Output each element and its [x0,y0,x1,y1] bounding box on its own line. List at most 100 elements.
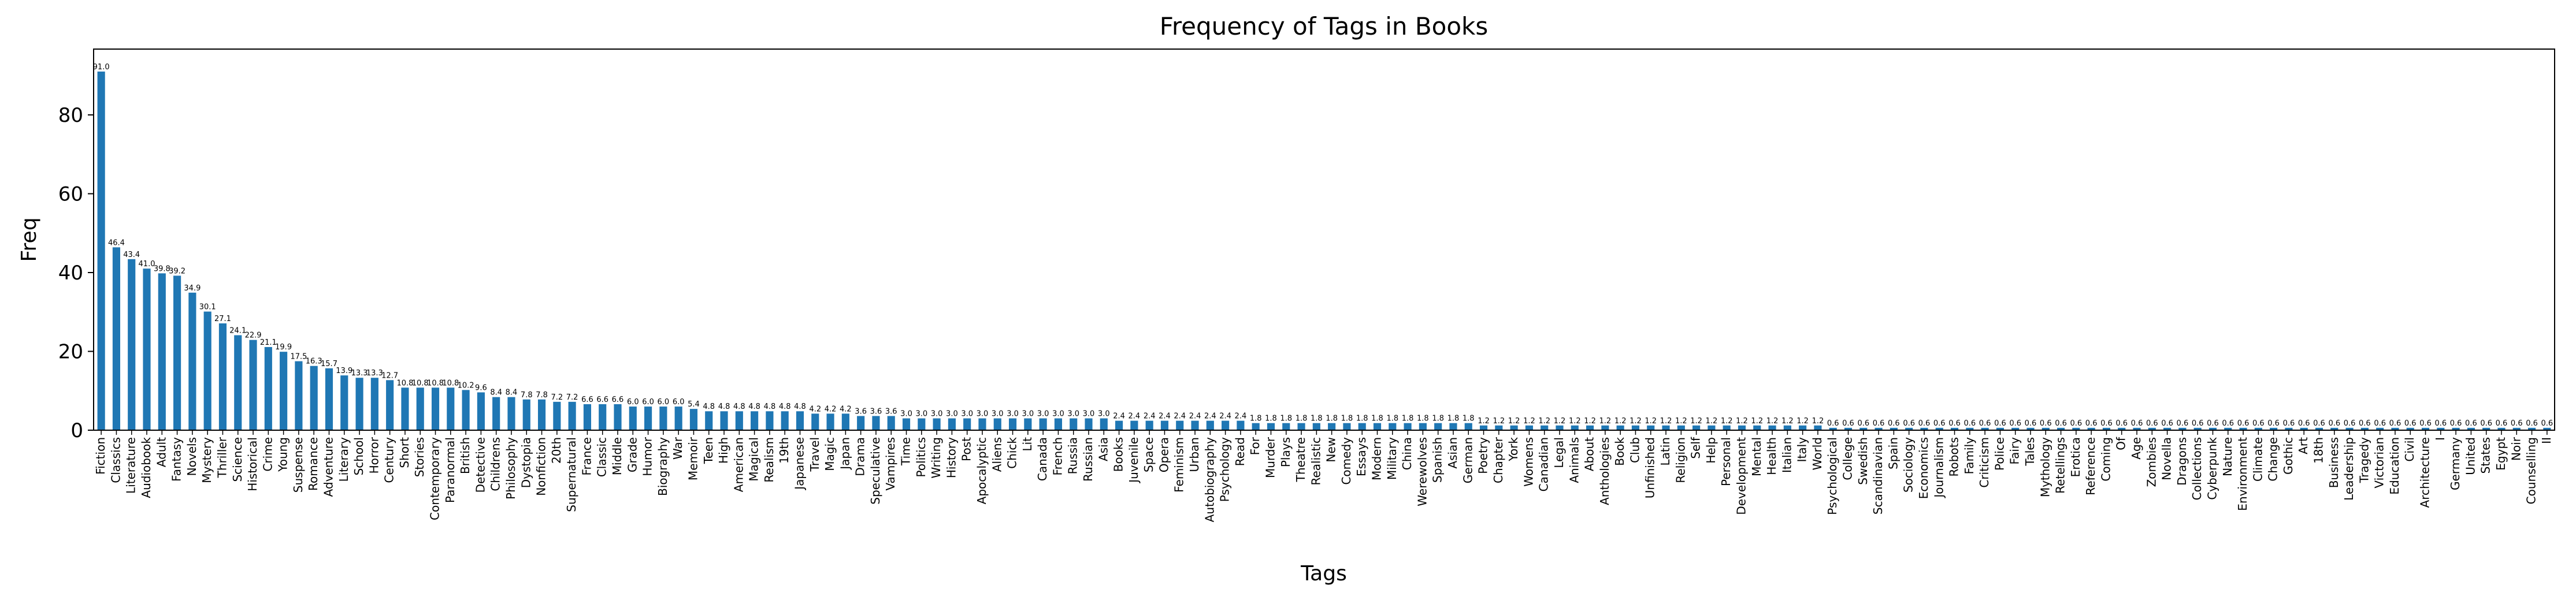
bar [2102,427,2111,430]
value-label: 3.0 [900,410,912,419]
value-label: 3.0 [1007,410,1019,419]
x-tick-label: About [1583,437,1597,471]
bar [1070,418,1078,430]
x-tick-label: Literary [337,437,351,482]
value-label: 0.6 [2434,419,2447,428]
bar [2224,427,2232,430]
value-label: 6.6 [596,396,608,404]
value-label: 1.2 [1584,417,1596,426]
bar [1222,420,1230,430]
bar [143,269,151,430]
x-tick-label: Teen [701,437,715,464]
bar [1935,427,1943,430]
x-tick-label: Russia [1066,437,1080,474]
value-label: 3.0 [1098,410,1110,419]
value-label: 3.0 [1022,410,1034,419]
x-tick-label: Magical [747,437,761,482]
value-label: 6.6 [612,396,624,404]
value-label: 1.2 [1523,417,1535,426]
value-label: 1.2 [1554,417,1566,426]
value-label: 0.6 [2344,419,2356,428]
bar [1510,425,1518,430]
x-tick-label: Mythology [2038,437,2052,497]
x-tick-label: Russian [1081,437,1095,482]
x-tick-label: Victorian [2373,437,2386,489]
value-label: 1.2 [1569,417,1581,426]
bar [2512,427,2521,430]
x-tick-label: Philosophy [504,437,518,499]
bar [735,411,743,430]
value-label: 1.8 [1296,415,1308,423]
value-label: 2.4 [1235,412,1247,421]
x-tick-label: Zombies [2144,437,2158,487]
value-label: 6.0 [627,398,639,407]
x-tick-label: Drama [853,437,867,476]
x-tick-label: Classics [109,437,123,483]
bar [1389,423,1397,430]
value-label: 0.6 [2313,419,2325,428]
bar [826,413,834,430]
bar [1950,427,1959,430]
x-tick-label: Suspense [291,437,305,493]
bar [568,401,576,430]
x-tick-label: Help [1704,437,1718,464]
value-label: 6.6 [581,396,593,404]
x-tick-label: 18th [2312,437,2326,464]
bar [462,390,470,430]
x-tick-label: War [671,437,685,460]
x-tick-label: Italian [1780,437,1794,473]
y-tick-label: 20 [58,340,83,363]
value-label: 1.8 [1402,415,1414,423]
bar [720,411,728,430]
bar [689,409,698,430]
value-label: 0.6 [2070,419,2083,428]
x-tick-label: Scandinavian [1871,437,1885,514]
bar [918,418,926,430]
value-label: 0.6 [2055,419,2067,428]
x-tick-label: Germany [2448,437,2462,490]
value-label: 4.8 [703,402,715,411]
bar [1631,425,1640,430]
bar [401,387,409,430]
x-tick-label: Realism [762,437,776,483]
x-tick-label: Journalism [1932,437,1946,499]
value-label: 7.2 [566,393,578,402]
value-label: 0.6 [1903,419,1915,428]
x-tick-label: Fairy [2008,437,2022,465]
x-tick-label: Japan [838,437,852,471]
value-label: 6.0 [673,398,685,407]
bar [1708,425,1716,430]
bar [1875,427,1883,430]
value-label: 13.9 [336,367,352,375]
bar [553,401,561,430]
x-tick-label: Civil [2403,437,2417,461]
x-tick-label: Horror [367,437,381,473]
x-tick-label: Aliens [990,437,1004,472]
value-label: 13.3 [366,369,383,378]
x-tick-label: Economics [1917,437,1931,499]
x-tick-label: Asian [1446,437,1460,469]
x-tick-label: Adventure [321,437,335,497]
bar [1586,425,1594,430]
value-label: 10.8 [427,379,444,387]
x-tick-label: Juvenile [1127,437,1141,484]
value-label: 1.2 [1706,417,1718,426]
bar [2543,427,2551,430]
value-label: 2.4 [1189,412,1201,421]
value-label: 1.2 [1736,417,1748,426]
bar [1768,425,1776,430]
x-tick-label: Leadership [2342,437,2356,501]
x-tick-label: Health [1765,437,1779,475]
bar [1252,423,1260,430]
bar [841,413,849,430]
x-tick-label: Classic [595,437,609,477]
value-label: 6.0 [658,398,670,407]
value-label: 0.6 [2541,419,2553,428]
bar [280,352,288,430]
x-tick-label: Books [1112,437,1126,472]
bar [1890,427,1898,430]
value-label: 0.6 [2450,419,2462,428]
value-label: 4.2 [825,405,837,413]
x-tick-label: Supernatural [565,437,578,512]
